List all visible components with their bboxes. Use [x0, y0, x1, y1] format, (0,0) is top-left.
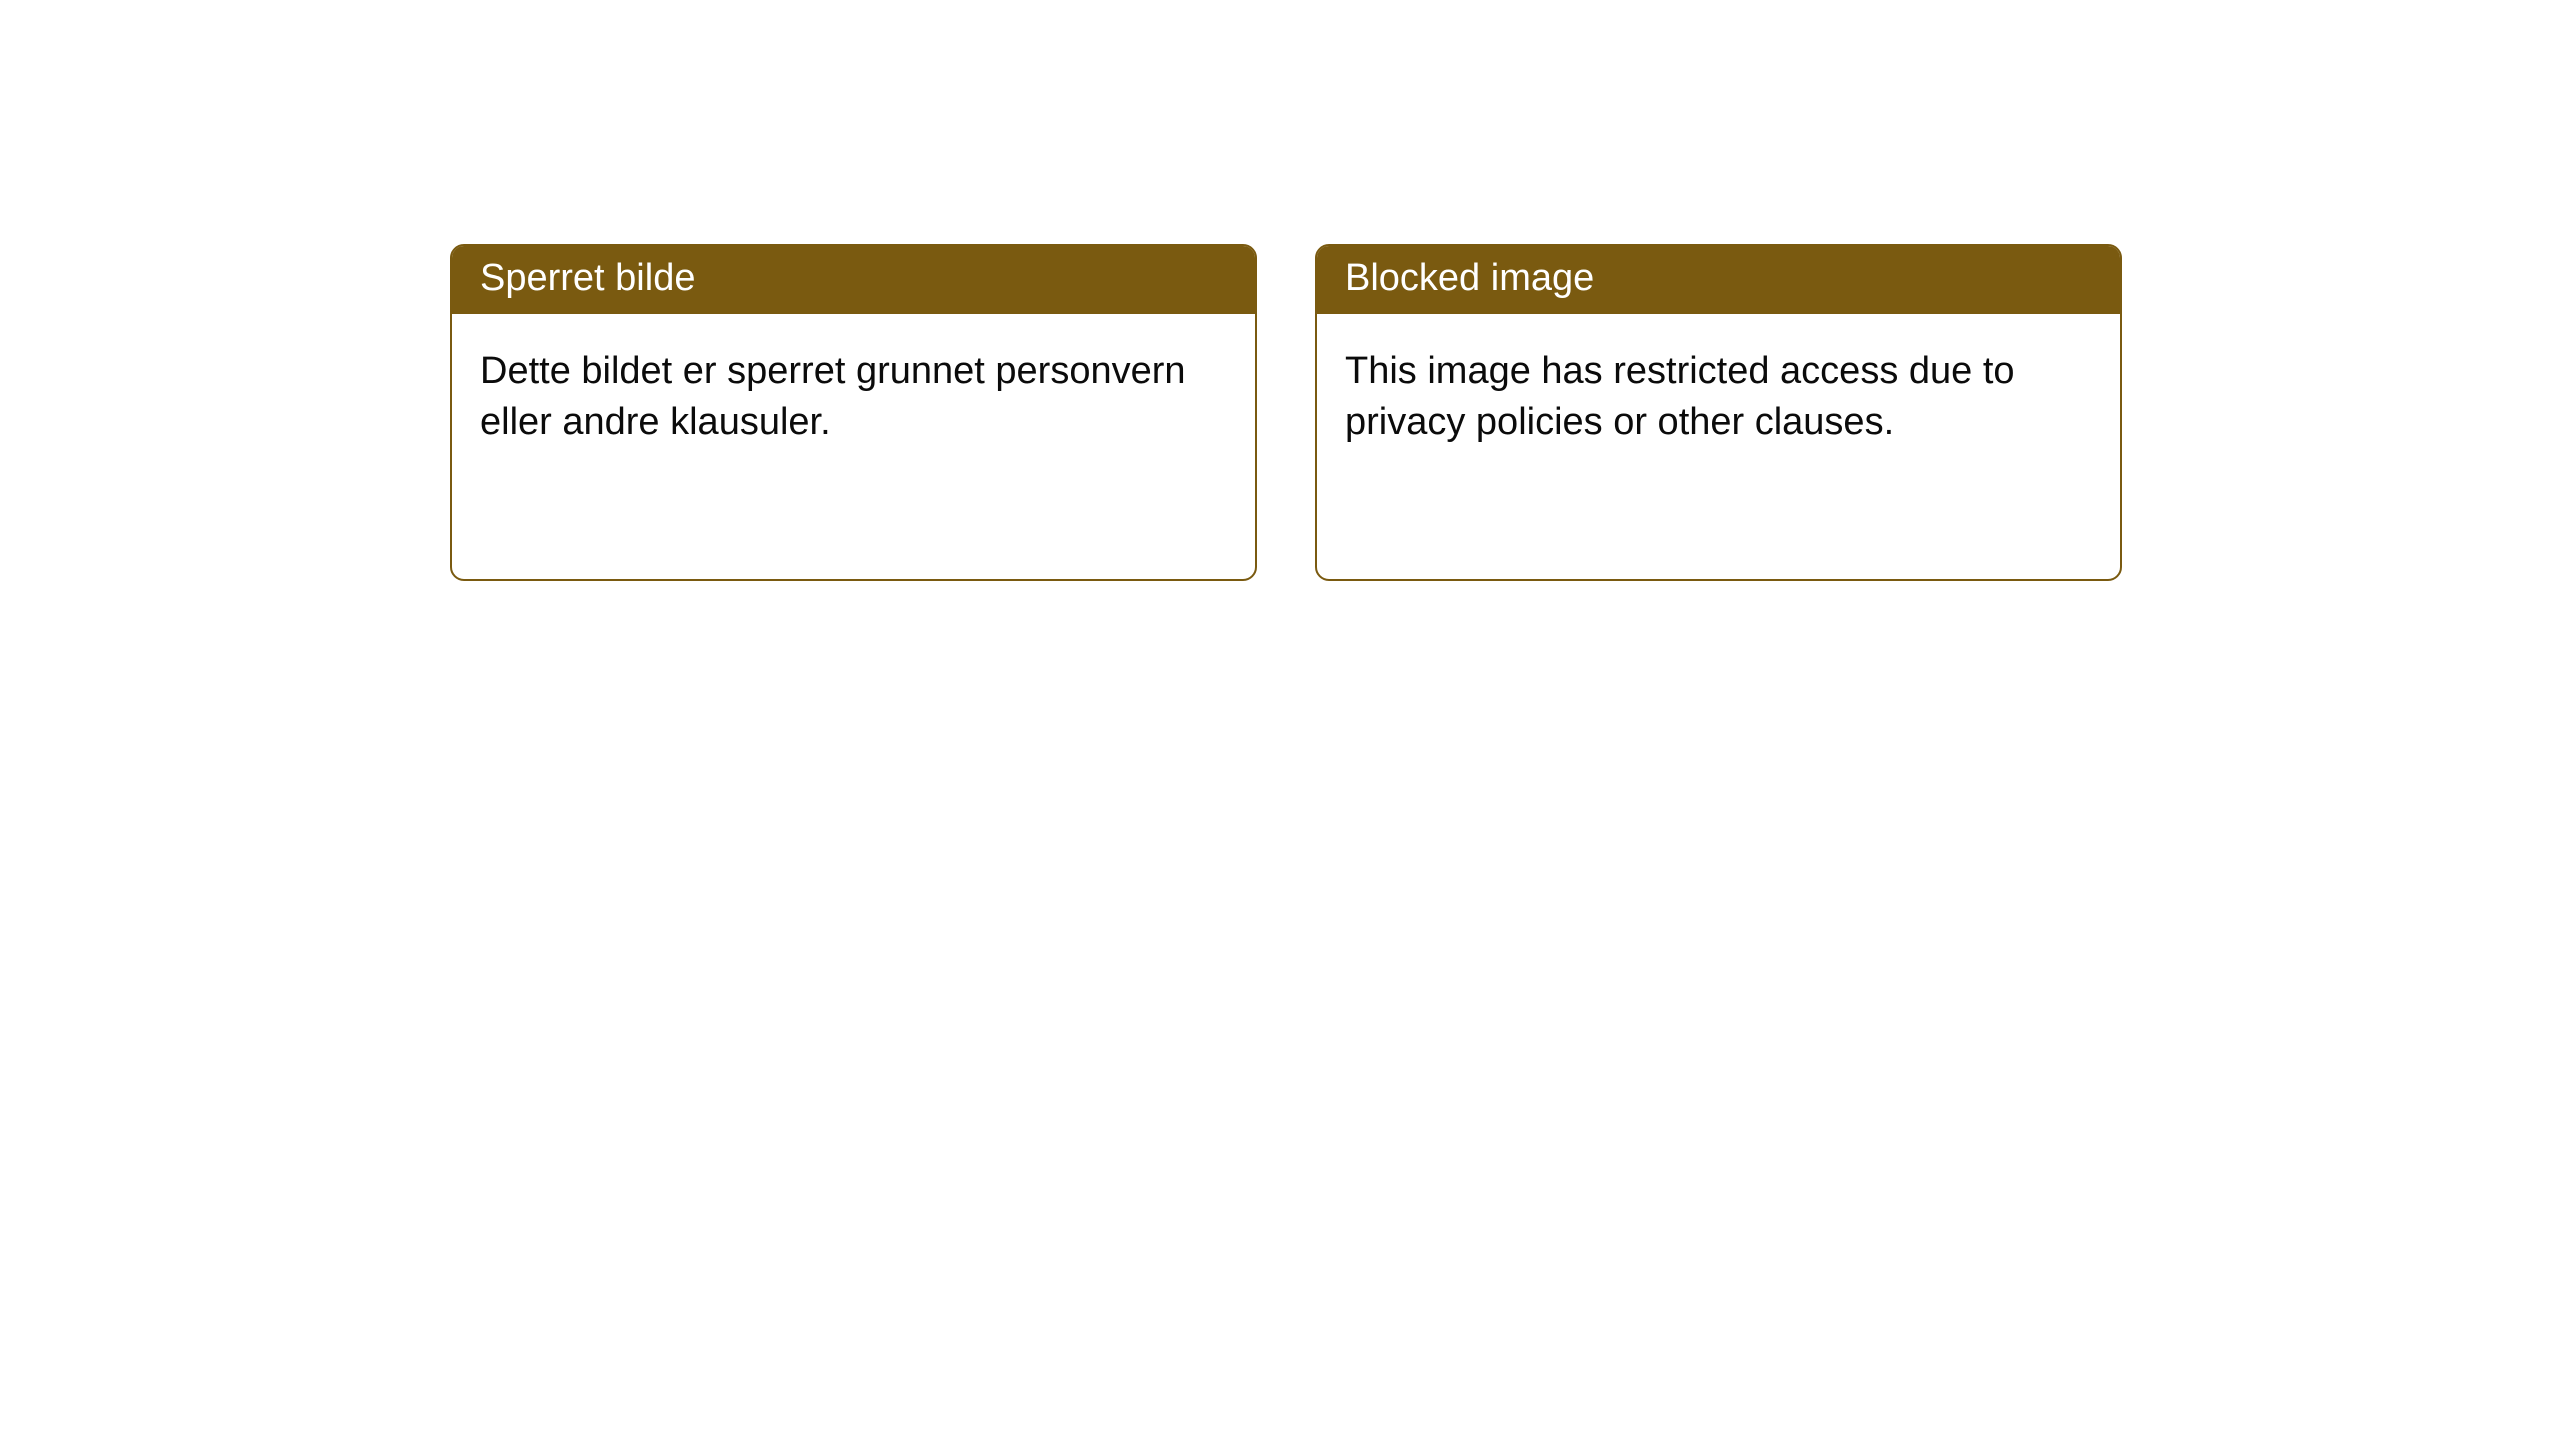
- blocked-image-panel-no: Sperret bilde Dette bildet er sperret gr…: [450, 244, 1257, 581]
- panel-title-no: Sperret bilde: [452, 246, 1255, 314]
- notice-container: Sperret bilde Dette bildet er sperret gr…: [0, 0, 2560, 581]
- panel-body-en: This image has restricted access due to …: [1317, 314, 2120, 481]
- panel-body-no: Dette bildet er sperret grunnet personve…: [452, 314, 1255, 481]
- panel-title-en: Blocked image: [1317, 246, 2120, 314]
- blocked-image-panel-en: Blocked image This image has restricted …: [1315, 244, 2122, 581]
